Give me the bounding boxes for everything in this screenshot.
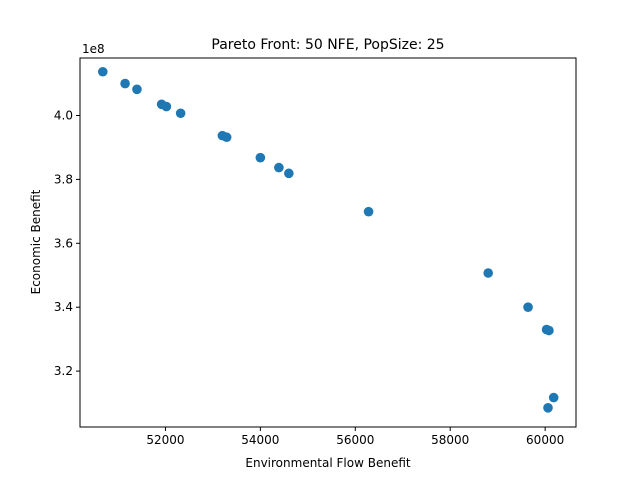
data-point xyxy=(120,78,130,89)
data-point xyxy=(543,403,553,413)
y-offset-label: 1e8 xyxy=(82,42,105,56)
data-point xyxy=(175,108,186,119)
x-tick-label: 52000 xyxy=(146,433,184,447)
data-point xyxy=(221,132,232,143)
data-point xyxy=(363,206,374,217)
x-axis-label: Environmental Flow Benefit xyxy=(245,456,410,470)
data-point xyxy=(523,302,533,312)
y-axis-label: Economic Benefit xyxy=(29,189,43,294)
y-tick-label: 3.2 xyxy=(54,364,73,378)
chart-title: Pareto Front: 50 NFE, PopSize: 25 xyxy=(211,37,444,53)
y-tick-label: 3.8 xyxy=(54,172,73,186)
x-tick-label: 54000 xyxy=(241,433,279,447)
data-point xyxy=(255,152,266,163)
y-tick-label: 3.4 xyxy=(54,300,73,314)
data-point xyxy=(483,268,493,278)
x-tick-label: 56000 xyxy=(336,433,374,447)
plot-area-frame xyxy=(79,57,577,428)
x-tick-label: 60000 xyxy=(526,433,564,447)
y-tick-label: 4.0 xyxy=(54,109,73,123)
data-point xyxy=(274,162,284,173)
y-axis-ticks: 3.2 3.4 3.6 3.8 4.0 xyxy=(54,109,80,378)
data-point xyxy=(548,392,559,403)
y-tick-label: 3.6 xyxy=(54,236,73,250)
data-point xyxy=(284,168,294,179)
data-point xyxy=(161,101,172,112)
data-points xyxy=(97,66,559,413)
x-tick-label: 58000 xyxy=(431,433,469,447)
data-point xyxy=(544,325,554,336)
x-axis-ticks: 52000 54000 56000 58000 60000 xyxy=(146,427,564,447)
data-point xyxy=(132,84,142,95)
data-point xyxy=(97,66,108,77)
